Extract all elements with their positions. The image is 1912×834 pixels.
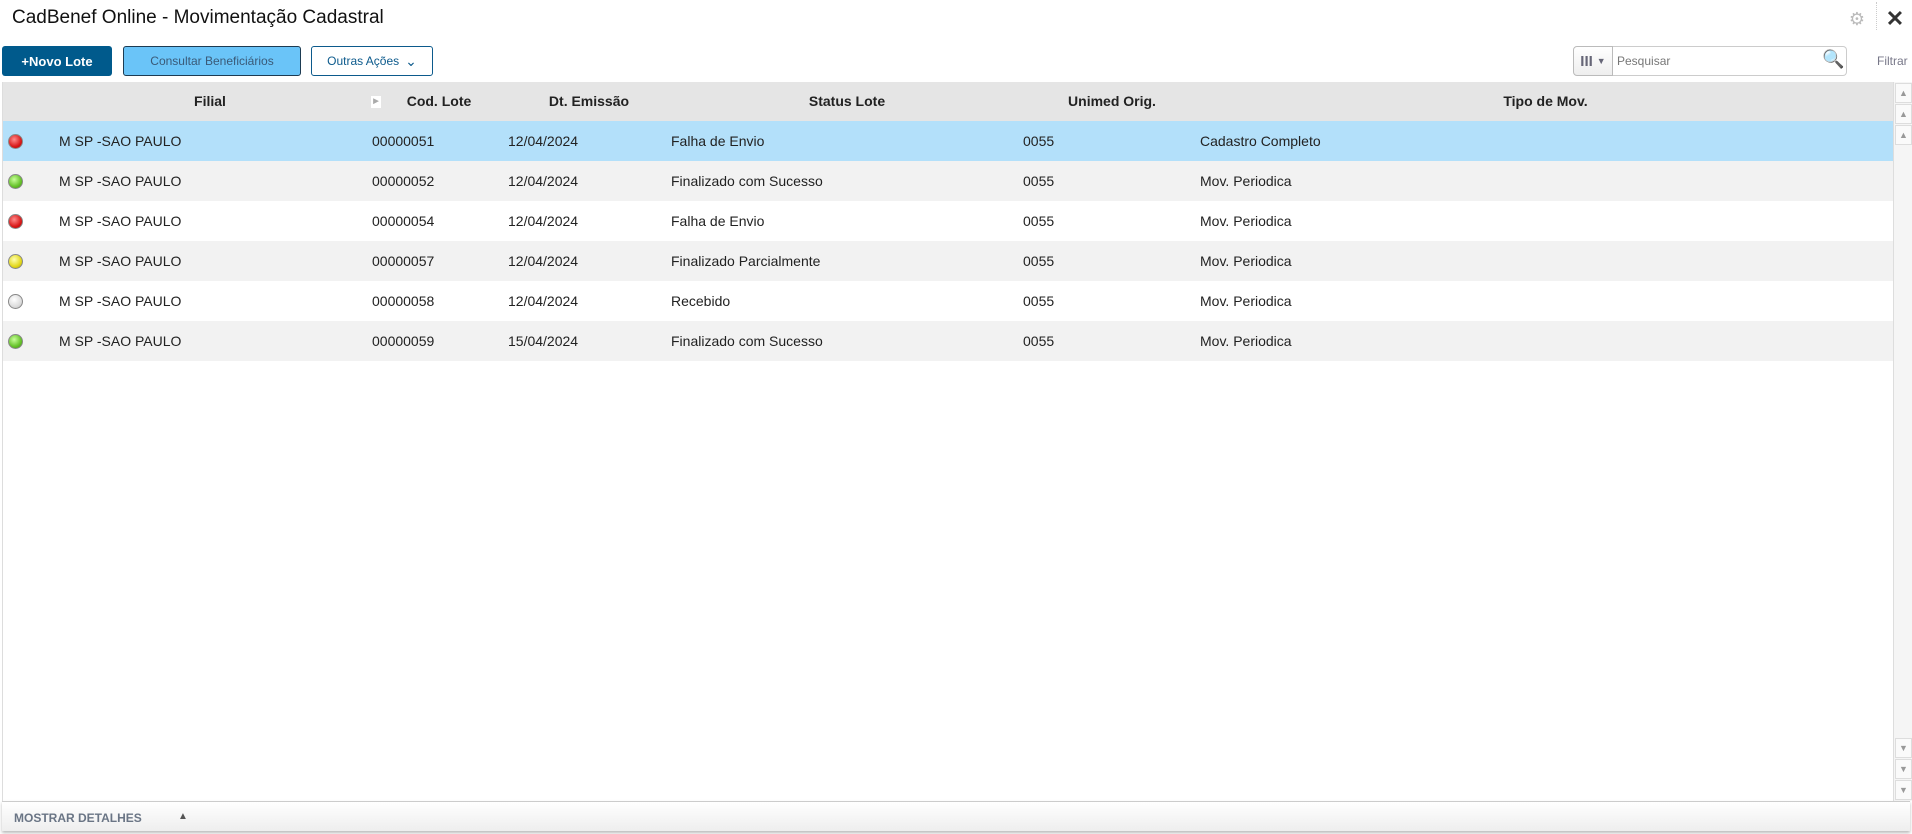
outras-acoes-button[interactable]: Outras Ações ⌄ bbox=[311, 46, 433, 76]
status-green-icon bbox=[8, 174, 23, 189]
mostrar-detalhes-toggle[interactable]: MOSTRAR DETALHES bbox=[14, 811, 142, 825]
search-icon[interactable]: 🔍 bbox=[1822, 49, 1845, 69]
table-row[interactable]: M SP -SAO PAULO 00000054 12/04/2024 Falha d… bbox=[3, 201, 1893, 241]
consultar-beneficiarios-button[interactable]: Consultar Beneficiários bbox=[123, 46, 301, 76]
table-cell: 00000054 bbox=[372, 213, 435, 229]
divider bbox=[1876, 2, 1877, 30]
table-cell: 0055 bbox=[1023, 173, 1055, 189]
table-row[interactable]: M SP -SAO PAULO 00000058 12/04/2024 Recebid… bbox=[3, 281, 1893, 321]
page-title: CadBenef Online - Movimentação Cadastral bbox=[12, 7, 384, 28]
column-header-cod-lote[interactable]: Cod. Lote bbox=[406, 93, 472, 109]
table-cell: Finalizado com Sucesso bbox=[671, 333, 823, 349]
status-red-icon bbox=[8, 134, 23, 149]
table-cell: 00000051 bbox=[372, 133, 435, 149]
table-cell: 12/04/2024 bbox=[508, 173, 579, 189]
column-header-dt-emissao[interactable]: Dt. Emissão bbox=[548, 93, 630, 109]
search-input[interactable] bbox=[1613, 46, 1847, 76]
table-cell: Recebido bbox=[671, 293, 731, 309]
table-cell: Falha de Envio bbox=[671, 133, 765, 149]
column-header-status-lote[interactable]: Status Lote bbox=[808, 93, 886, 109]
close-icon[interactable]: ✕ bbox=[1885, 6, 1905, 31]
table-header: Filial ▶ Cod. Lote Dt. Emissão Status Lo… bbox=[3, 82, 1893, 121]
table-cell: M SP -SAO PAULO bbox=[59, 213, 182, 229]
scroll-page-up-icon[interactable]: ▲ bbox=[1895, 104, 1912, 124]
table-cell: Falha de Envio bbox=[671, 213, 765, 229]
table-cell: 12/04/2024 bbox=[508, 213, 579, 229]
table-cell: Finalizado com Sucesso bbox=[671, 173, 823, 189]
table-cell: 0055 bbox=[1023, 213, 1055, 229]
table-cell: M SP -SAO PAULO bbox=[59, 333, 182, 349]
column-expand-icon[interactable]: ▶ bbox=[371, 96, 381, 108]
table-row[interactable]: M SP -SAO PAULO 00000052 12/04/2024 Finaliz… bbox=[3, 161, 1893, 201]
table-row[interactable]: M SP -SAO PAULO 00000057 12/04/2024 Finaliz… bbox=[3, 241, 1893, 281]
table-row[interactable]: M SP -SAO PAULO 00000051 12/04/2024 Falha d… bbox=[3, 121, 1893, 161]
scroll-bottom-icon[interactable]: ▼ bbox=[1895, 780, 1912, 800]
scroll-page-down-icon[interactable]: ▼ bbox=[1895, 759, 1912, 779]
status-gray-icon bbox=[8, 294, 23, 309]
column-header-filial[interactable]: Filial bbox=[194, 93, 226, 109]
table-row[interactable]: M SP -SAO PAULO 00000059 15/04/2024 Finaliz… bbox=[3, 321, 1893, 361]
columns-menu-button[interactable]: III ▼ bbox=[1573, 46, 1613, 76]
arrow-up-icon[interactable]: ▲ bbox=[178, 811, 188, 822]
table-cell: Mov. Periodica bbox=[1200, 213, 1292, 229]
status-red-icon bbox=[8, 214, 23, 229]
novo-lote-button[interactable]: +Novo Lote bbox=[2, 46, 112, 76]
gear-icon[interactable]: ⚙ bbox=[1848, 9, 1866, 29]
table-cell: Mov. Periodica bbox=[1200, 173, 1292, 189]
data-grid: Filial ▶ Cod. Lote Dt. Emissão Status Lo… bbox=[2, 82, 1893, 801]
columns-icon: III bbox=[1580, 52, 1593, 70]
column-header-unimed-orig[interactable]: Unimed Orig. bbox=[1068, 93, 1156, 109]
table-cell: 0055 bbox=[1023, 133, 1055, 149]
table-cell: M SP -SAO PAULO bbox=[59, 173, 182, 189]
scroll-top-icon[interactable]: ▲ bbox=[1895, 83, 1912, 103]
table-cell: Mov. Periodica bbox=[1200, 293, 1292, 309]
table-cell: Finalizado Parcialmente bbox=[671, 253, 821, 269]
table-cell: Mov. Periodica bbox=[1200, 333, 1292, 349]
details-footer[interactable]: MOSTRAR DETALHES ▲ bbox=[2, 801, 1910, 831]
table-cell: 12/04/2024 bbox=[508, 293, 579, 309]
table-cell: 0055 bbox=[1023, 293, 1055, 309]
table-cell: M SP -SAO PAULO bbox=[59, 133, 182, 149]
scroll-down-icon[interactable]: ▼ bbox=[1895, 738, 1912, 758]
table-cell: 12/04/2024 bbox=[508, 253, 579, 269]
scrollbar[interactable]: ▲ ▲ ▲ ▼ ▼ ▼ bbox=[1893, 82, 1912, 801]
table-cell: Mov. Periodica bbox=[1200, 253, 1292, 269]
table-cell: Cadastro Completo bbox=[1200, 133, 1321, 149]
table-cell: 0055 bbox=[1023, 253, 1055, 269]
column-header-tipo-mov[interactable]: Tipo de Mov. bbox=[1503, 93, 1588, 109]
table-cell: 00000058 bbox=[372, 293, 435, 309]
caret-down-icon: ▼ bbox=[1596, 56, 1606, 66]
filtrar-link[interactable]: Filtrar bbox=[1877, 54, 1908, 68]
outras-acoes-label: Outras Ações bbox=[327, 54, 400, 68]
table-cell: 0055 bbox=[1023, 333, 1055, 349]
status-yellow-icon bbox=[8, 254, 23, 269]
table-cell: 00000057 bbox=[372, 253, 435, 269]
chevron-down-icon: ⌄ bbox=[405, 52, 417, 69]
status-green-icon bbox=[8, 334, 23, 349]
table-cell: M SP -SAO PAULO bbox=[59, 293, 182, 309]
table-cell: 00000059 bbox=[372, 333, 435, 349]
table-cell: 12/04/2024 bbox=[508, 133, 579, 149]
scroll-up-icon[interactable]: ▲ bbox=[1895, 125, 1912, 145]
table-cell: 15/04/2024 bbox=[508, 333, 579, 349]
table-cell: 00000052 bbox=[372, 173, 435, 189]
table-cell: M SP -SAO PAULO bbox=[59, 253, 182, 269]
